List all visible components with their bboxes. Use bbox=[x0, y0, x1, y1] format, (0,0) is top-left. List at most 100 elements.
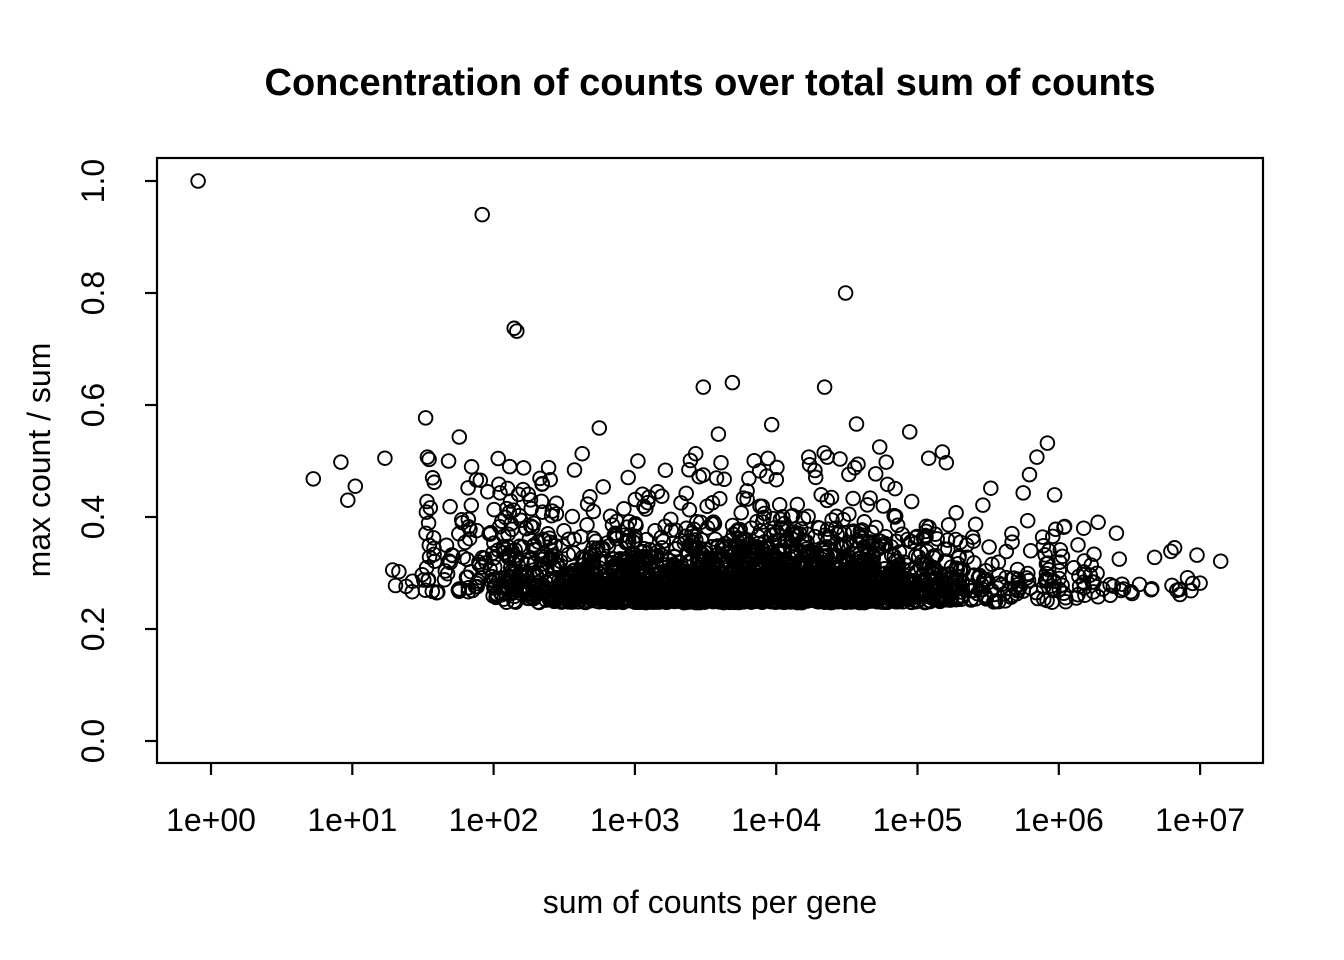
data-point bbox=[784, 507, 801, 524]
data-point bbox=[1021, 466, 1038, 483]
x-tick-label: 1e+03 bbox=[590, 802, 680, 838]
data-point bbox=[1004, 525, 1020, 542]
x-tick-label: 1e+02 bbox=[449, 802, 539, 838]
plot-title: Concentration of counts over total sum o… bbox=[265, 62, 1156, 104]
data-point bbox=[305, 471, 322, 487]
data-point bbox=[564, 508, 581, 525]
data-point bbox=[916, 583, 933, 599]
data-point bbox=[630, 587, 647, 604]
x-tick-label: 1e+07 bbox=[1155, 802, 1245, 838]
data-point bbox=[763, 416, 780, 433]
data-point bbox=[516, 583, 533, 599]
data-point bbox=[924, 559, 940, 575]
data-point bbox=[856, 514, 873, 530]
data-point bbox=[440, 453, 457, 469]
data-point bbox=[1010, 571, 1027, 587]
data-point bbox=[877, 528, 894, 545]
data-point bbox=[585, 540, 601, 556]
data-point bbox=[473, 570, 489, 586]
data-point bbox=[860, 588, 876, 605]
data-point bbox=[460, 480, 476, 496]
data-point bbox=[530, 534, 546, 550]
data-point bbox=[474, 206, 490, 223]
data-point bbox=[726, 587, 743, 604]
data-point bbox=[417, 582, 434, 598]
data-point bbox=[654, 539, 670, 556]
data-point bbox=[460, 511, 477, 528]
data-point bbox=[631, 592, 647, 609]
data-point bbox=[852, 550, 869, 567]
data-point bbox=[899, 531, 916, 548]
data-point bbox=[767, 552, 783, 569]
data-point bbox=[936, 541, 953, 557]
data-point bbox=[835, 590, 852, 606]
data-point bbox=[720, 561, 736, 578]
data-point bbox=[1029, 449, 1045, 465]
data-point bbox=[820, 531, 837, 547]
data-point bbox=[801, 449, 817, 465]
data-point bbox=[770, 532, 786, 549]
data-point bbox=[627, 532, 644, 548]
data-point bbox=[1037, 547, 1053, 563]
data-point bbox=[1090, 514, 1106, 531]
data-point bbox=[850, 456, 866, 472]
data-point bbox=[759, 468, 775, 484]
data-point bbox=[647, 522, 663, 539]
data-point bbox=[740, 582, 757, 599]
data-point bbox=[463, 459, 480, 475]
data-point bbox=[503, 569, 519, 585]
data-point bbox=[1052, 542, 1069, 558]
data-point bbox=[836, 525, 853, 541]
data-point bbox=[391, 563, 407, 580]
data-point bbox=[862, 490, 878, 506]
data-point bbox=[859, 497, 876, 513]
data-point bbox=[504, 521, 520, 538]
data-point bbox=[1007, 580, 1023, 596]
plot-box bbox=[155, 156, 1265, 765]
data-point bbox=[769, 524, 785, 540]
data-point bbox=[486, 580, 502, 596]
data-point bbox=[769, 459, 785, 476]
data-point bbox=[471, 554, 487, 570]
data-point bbox=[1163, 543, 1179, 560]
data-point bbox=[472, 472, 489, 488]
data-point bbox=[509, 323, 525, 339]
data-point bbox=[513, 512, 529, 529]
data-point bbox=[838, 536, 855, 552]
data-point bbox=[672, 554, 689, 571]
data-point bbox=[499, 538, 516, 555]
data-point bbox=[421, 549, 438, 565]
x-tick-label: 1e+00 bbox=[166, 802, 256, 838]
data-point bbox=[841, 506, 857, 522]
x-axis-label: sum of counts per gene bbox=[543, 884, 877, 920]
data-point bbox=[1046, 487, 1063, 503]
data-point bbox=[919, 543, 935, 560]
data-point bbox=[852, 523, 869, 539]
data-point bbox=[524, 578, 540, 595]
data-point bbox=[573, 562, 589, 578]
data-point bbox=[705, 514, 722, 530]
data-point bbox=[442, 554, 459, 571]
data-point bbox=[1035, 537, 1052, 554]
data-point bbox=[877, 537, 894, 553]
data-point bbox=[649, 484, 666, 500]
data-point bbox=[1045, 582, 1062, 599]
x-tick-label: 1e+01 bbox=[307, 802, 397, 838]
x-tick-label: 1e+06 bbox=[1014, 802, 1104, 838]
data-point bbox=[783, 546, 800, 562]
data-point bbox=[1102, 576, 1118, 593]
data-point bbox=[638, 531, 655, 548]
data-point bbox=[630, 453, 646, 469]
data-point bbox=[601, 582, 618, 599]
data-point bbox=[891, 544, 908, 560]
data-point bbox=[384, 562, 401, 578]
data-point bbox=[425, 530, 442, 546]
data-point bbox=[678, 485, 694, 502]
data-point bbox=[1010, 582, 1027, 598]
data-point bbox=[1143, 582, 1159, 598]
data-point bbox=[1184, 575, 1201, 592]
data-point bbox=[616, 501, 632, 517]
data-point bbox=[931, 590, 948, 607]
data-point bbox=[940, 517, 957, 533]
data-point bbox=[1083, 557, 1099, 573]
